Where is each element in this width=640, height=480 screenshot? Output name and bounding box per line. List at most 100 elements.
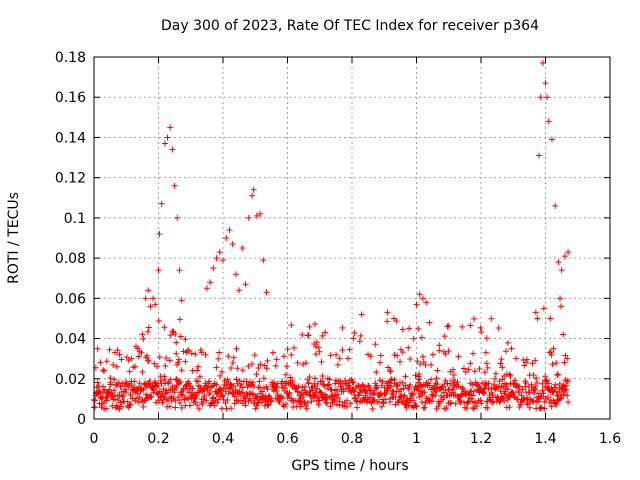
data-point (217, 372, 224, 379)
data-point (509, 388, 516, 395)
data-point (178, 391, 185, 398)
data-point (519, 386, 526, 393)
data-point (139, 331, 146, 338)
data-point (218, 391, 225, 398)
y-axis-label: ROTI / TECUs (6, 192, 22, 284)
data-point (397, 393, 404, 400)
data-point (450, 372, 457, 379)
data-point (179, 392, 186, 399)
data-point (133, 395, 140, 402)
data-point (471, 399, 478, 406)
y-tick-label: 0.12 (55, 171, 86, 187)
data-point (544, 393, 551, 400)
data-point (234, 365, 241, 372)
data-point (495, 324, 502, 331)
data-point (210, 394, 217, 401)
data-point (263, 397, 270, 404)
data-point (195, 363, 202, 370)
data-point (166, 403, 173, 410)
data-point (373, 369, 380, 376)
data-point (412, 372, 419, 379)
data-point (481, 369, 488, 376)
data-point (151, 360, 158, 367)
data-point (308, 398, 315, 405)
data-point (303, 405, 310, 412)
data-point (439, 396, 446, 403)
data-point (194, 367, 201, 374)
data-point (534, 315, 541, 322)
data-point (367, 386, 374, 393)
data-point (213, 255, 220, 262)
data-point (445, 348, 452, 355)
data-point (561, 359, 568, 366)
data-point (367, 353, 374, 360)
data-point (428, 361, 435, 368)
data-point (561, 253, 568, 260)
data-point (199, 400, 206, 407)
data-point (445, 322, 452, 329)
data-point (564, 355, 571, 362)
data-point (428, 398, 435, 405)
data-point (548, 352, 555, 359)
data-point (447, 400, 454, 407)
data-point (235, 398, 242, 405)
data-point (536, 152, 543, 159)
data-point (402, 382, 409, 389)
data-point (464, 399, 471, 406)
data-point (372, 341, 379, 348)
data-point (312, 375, 319, 382)
data-point (565, 398, 572, 405)
data-point (492, 375, 498, 382)
data-point (200, 396, 207, 403)
data-point (312, 351, 319, 358)
data-point (257, 210, 264, 217)
data-point (504, 386, 511, 393)
data-point (544, 94, 551, 101)
data-point (136, 394, 143, 401)
data-point (265, 401, 272, 408)
data-point (346, 346, 353, 353)
data-point (413, 403, 420, 410)
data-point (251, 352, 258, 359)
data-point (447, 380, 454, 387)
data-point (159, 399, 166, 406)
data-point (167, 376, 174, 383)
data-point (127, 401, 134, 408)
data-point (231, 393, 238, 400)
data-point (158, 200, 165, 207)
data-point (216, 349, 223, 356)
data-point (449, 387, 456, 394)
data-point (564, 392, 571, 399)
data-point (436, 347, 443, 354)
data-point (117, 383, 124, 390)
data-point (276, 399, 283, 406)
data-point (397, 358, 404, 365)
data-point (418, 392, 425, 399)
data-point (467, 322, 474, 329)
data-point (492, 370, 499, 377)
data-point (172, 398, 179, 405)
data-point (282, 401, 289, 408)
data-point (386, 395, 393, 402)
data-point (207, 389, 214, 396)
x-tick-label: 1 (412, 431, 421, 447)
data-point (404, 396, 411, 403)
data-point (302, 359, 309, 366)
data-point (333, 351, 340, 358)
data-point (530, 372, 537, 379)
data-point (364, 390, 371, 397)
data-point (249, 360, 256, 367)
data-point (253, 371, 260, 378)
data-point (421, 389, 428, 396)
data-point (264, 357, 271, 364)
data-point (172, 404, 179, 411)
data-point (203, 285, 210, 292)
data-point (423, 299, 430, 306)
data-point (400, 385, 407, 392)
data-point (178, 367, 185, 374)
data-point (506, 371, 513, 378)
data-point (182, 358, 189, 365)
data-point (100, 367, 107, 374)
data-point (339, 324, 346, 331)
data-point (485, 380, 492, 387)
